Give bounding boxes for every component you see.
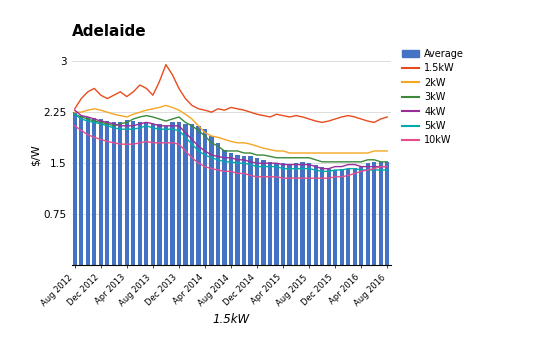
Text: Adelaide: Adelaide [72, 24, 146, 39]
Bar [183, 124, 188, 265]
Bar [196, 126, 201, 265]
Bar [346, 169, 350, 265]
Bar [288, 165, 292, 265]
Bar [300, 162, 305, 265]
Bar [112, 122, 116, 265]
Bar [366, 163, 370, 265]
Bar [164, 126, 168, 265]
Bar [138, 122, 142, 265]
Bar [105, 121, 109, 265]
Bar [327, 169, 331, 265]
Bar [86, 117, 90, 265]
Y-axis label: $/W: $/W [31, 144, 41, 166]
Bar [92, 118, 96, 265]
Bar [118, 122, 123, 265]
Bar [177, 122, 181, 265]
Bar [190, 124, 194, 265]
Bar [249, 156, 252, 265]
Bar [151, 124, 155, 265]
Legend: Average, 1.5kW, 2kW, 3kW, 4kW, 5kW, 10kW: Average, 1.5kW, 2kW, 3kW, 4kW, 5kW, 10kW [402, 49, 464, 145]
Bar [125, 120, 129, 265]
Bar [385, 162, 389, 265]
Bar [144, 122, 148, 265]
Bar [333, 170, 337, 265]
Bar [131, 121, 135, 265]
Bar [268, 162, 272, 265]
Bar [203, 129, 207, 265]
X-axis label: 1.5kW: 1.5kW [212, 313, 250, 326]
Bar [353, 168, 357, 265]
Bar [274, 163, 279, 265]
Bar [235, 155, 240, 265]
Bar [281, 163, 285, 265]
Bar [307, 163, 311, 265]
Bar [372, 162, 376, 265]
Bar [320, 167, 324, 265]
Bar [157, 124, 162, 265]
Bar [242, 156, 246, 265]
Bar [261, 160, 266, 265]
Bar [216, 143, 220, 265]
Bar [79, 116, 84, 265]
Bar [378, 162, 383, 265]
Bar [98, 119, 103, 265]
Bar [339, 169, 344, 265]
Bar [294, 163, 298, 265]
Bar [255, 158, 259, 265]
Bar [210, 136, 213, 265]
Bar [170, 122, 174, 265]
Bar [73, 112, 77, 265]
Bar [359, 167, 364, 265]
Bar [222, 150, 227, 265]
Bar [229, 153, 233, 265]
Bar [314, 165, 318, 265]
